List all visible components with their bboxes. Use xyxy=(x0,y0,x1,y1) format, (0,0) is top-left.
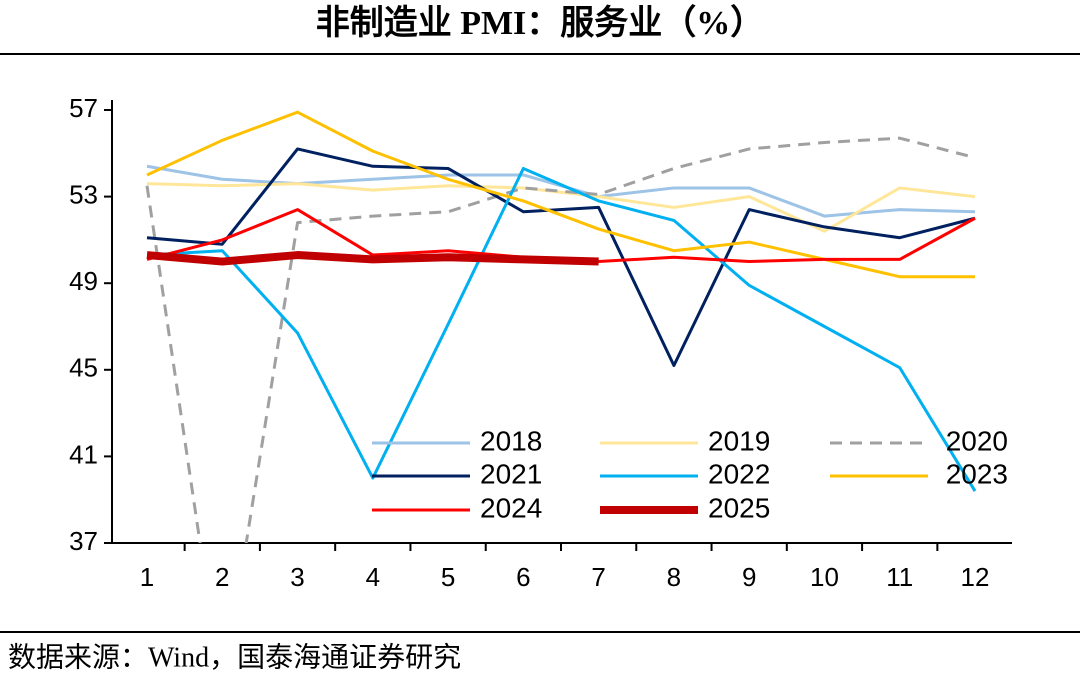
x-tick-label: 6 xyxy=(516,562,530,592)
source-note: 数据来源：Wind，国泰海通证券研究 xyxy=(8,641,461,673)
y-tick-label: 57 xyxy=(69,93,98,123)
series-line xyxy=(146,147,976,367)
x-tick-label: 4 xyxy=(366,562,380,592)
x-tick-label: 5 xyxy=(441,562,455,592)
x-tick-label: 7 xyxy=(591,562,605,592)
series-line xyxy=(146,110,975,279)
series-line xyxy=(146,182,976,233)
y-tick-label: 53 xyxy=(69,179,98,209)
x-tick-label: 8 xyxy=(667,562,681,592)
x-tick-label: 9 xyxy=(742,562,756,592)
legend-label: 2022 xyxy=(708,458,770,489)
legend-label: 2019 xyxy=(708,425,770,456)
legend-label: 2023 xyxy=(946,458,1008,489)
y-tick-label: 45 xyxy=(69,353,98,383)
y-tick-label: 49 xyxy=(69,266,98,296)
legend-label: 2024 xyxy=(480,492,542,523)
x-tick-label: 1 xyxy=(140,562,154,592)
series-line xyxy=(145,136,976,543)
x-tick-label: 11 xyxy=(886,562,913,592)
x-tick-label: 2 xyxy=(215,562,229,592)
series-line xyxy=(146,166,977,492)
legend-label: 2020 xyxy=(946,425,1008,456)
legend-label: 2025 xyxy=(708,492,770,523)
x-tick-label: 3 xyxy=(290,562,304,592)
legend-label: 2021 xyxy=(480,458,542,489)
y-tick-label: 37 xyxy=(69,526,98,556)
series-line xyxy=(146,251,599,266)
x-tick-label: 10 xyxy=(810,562,839,592)
x-tick-label: 12 xyxy=(961,562,990,592)
chart-title: 非制造业 PMI：服务业（%） xyxy=(316,3,765,42)
legend-label: 2018 xyxy=(480,425,542,456)
y-tick-label: 41 xyxy=(69,439,98,469)
